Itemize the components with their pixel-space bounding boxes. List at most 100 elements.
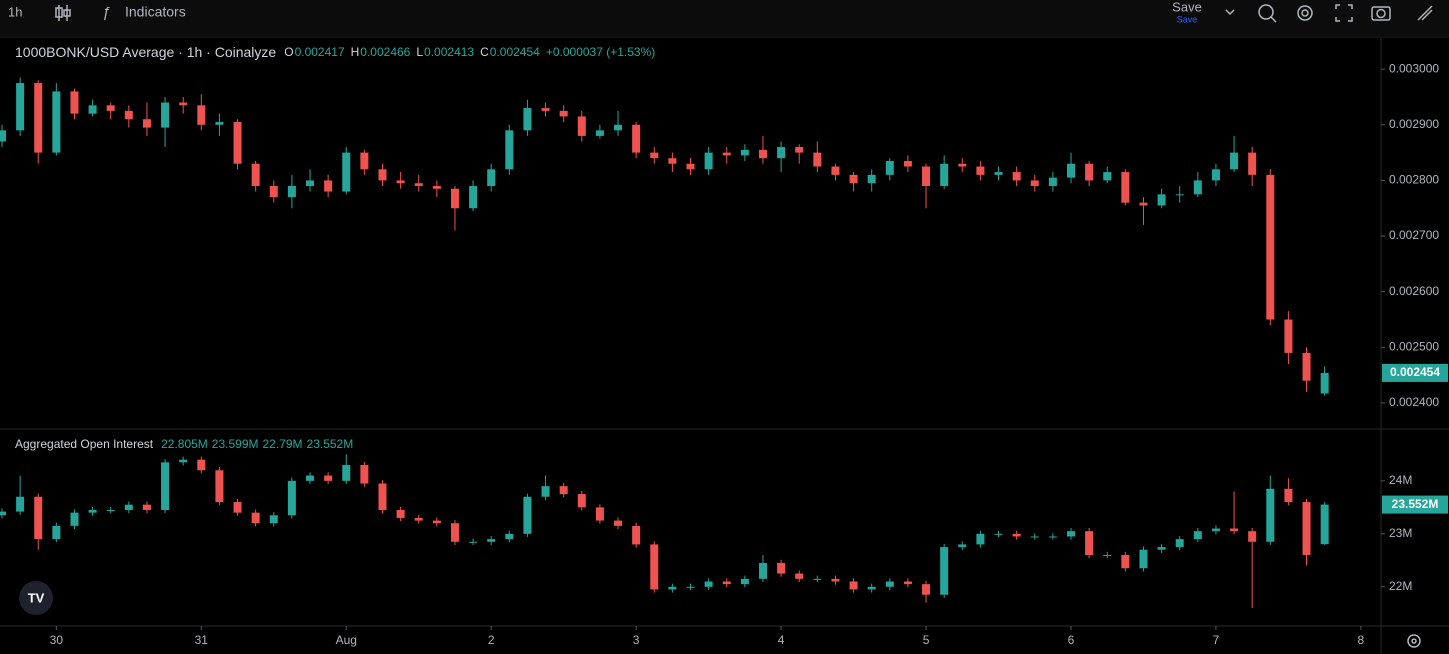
candle-body (124, 504, 133, 510)
y-tick-label: 0.002600 (1389, 284, 1439, 298)
candle-body (88, 509, 97, 513)
candle-body (940, 163, 949, 186)
ohlc-value: 0.002454 (490, 45, 540, 59)
candle-body (1121, 172, 1130, 203)
x-tick-label: 8 (1358, 633, 1365, 647)
replay-icon[interactable] (1258, 4, 1277, 23)
candle-body (269, 515, 278, 524)
candle-body (1085, 163, 1094, 181)
candle-body (740, 149, 749, 156)
settings-icon[interactable] (1297, 5, 1313, 21)
candle-body (1320, 372, 1329, 394)
candle-body (885, 581, 894, 587)
fullscreen-icon[interactable] (1335, 4, 1353, 22)
candle-body (650, 544, 659, 590)
publish-icon[interactable] (1417, 5, 1433, 21)
x-tick-label: 7 (1213, 633, 1220, 647)
candle-body (1030, 536, 1039, 538)
candle-body (994, 172, 1003, 175)
candle-body (432, 520, 441, 524)
candle-body (650, 152, 659, 159)
candle-body (324, 475, 333, 481)
candle-body (722, 152, 731, 156)
candle-body (414, 517, 423, 521)
indicators-button[interactable]: Indicators (125, 4, 186, 20)
candle-body (269, 185, 278, 198)
candle-body (106, 105, 115, 111)
candle-body (632, 525, 641, 545)
save-status: Save (1177, 14, 1198, 24)
ohlc-value: 0.002413 (424, 45, 474, 59)
svg-text:TV: TV (28, 590, 45, 605)
candle-body (34, 496, 43, 540)
candle-body (0, 130, 6, 142)
candle-body (595, 130, 604, 136)
candle-body (1230, 528, 1239, 532)
candle-body (976, 533, 985, 545)
y-tick-label: 0.002700 (1389, 228, 1439, 242)
screenshot-icon[interactable] (1371, 6, 1391, 21)
candle-body (505, 130, 514, 170)
tv-logo[interactable]: TV (19, 581, 53, 615)
x-tick-label: 6 (1068, 633, 1075, 647)
ohlc-value: 23.552M (307, 437, 354, 451)
candle-body (342, 152, 351, 192)
candle-body (849, 581, 858, 590)
last-value-label: 0.002454 (1390, 365, 1440, 379)
indicators-icon[interactable]: ƒ (102, 4, 110, 21)
candle-body (1302, 502, 1311, 556)
candle-body (487, 169, 496, 186)
x-tick-label: 5 (923, 633, 930, 647)
candle-body (958, 544, 967, 548)
candle-body (777, 562, 786, 574)
save-menu[interactable] (1225, 9, 1235, 16)
candle-body (867, 586, 876, 590)
candle-body (686, 163, 695, 170)
ohlc-key: O (284, 45, 293, 59)
legend-title: 1000BONK/USD Average · 1h · Coinalyze (15, 44, 276, 60)
x-tick-label: 4 (778, 633, 785, 647)
candle-body (70, 91, 79, 114)
candle-body (668, 586, 677, 590)
last-value-badge (1382, 363, 1448, 382)
interval-button[interactable]: 1h (8, 4, 22, 19)
ohlc-value: 0.002417 (295, 45, 345, 59)
candle-body (523, 496, 532, 534)
change-value: +0.000037 (+1.53%) (546, 45, 655, 59)
pane-legend: Aggregated Open Interest 22.805M 23.599M 22… (15, 437, 353, 451)
candle-body (179, 459, 188, 463)
candle-body (1103, 555, 1112, 557)
candle-body (450, 188, 459, 209)
y-tick-label: 22M (1389, 579, 1412, 593)
candle-body (396, 180, 405, 184)
candle-body (1211, 528, 1220, 532)
candle-body (450, 523, 459, 542)
candle-body (1157, 547, 1166, 550)
candle-body (0, 511, 6, 516)
candle-body (179, 102, 188, 106)
candle-body (1157, 194, 1166, 206)
candle-body (1266, 174, 1275, 320)
candle-body (469, 185, 478, 209)
candle-body (124, 110, 133, 120)
candle-body (523, 108, 532, 131)
candle-body (1139, 549, 1148, 569)
candle-body (16, 83, 25, 131)
candle-body (795, 147, 804, 153)
candle-body (324, 180, 333, 192)
candle-body (994, 533, 1003, 535)
chart-type-icon[interactable] (55, 5, 71, 21)
candle-body (161, 462, 170, 510)
candle-body (976, 166, 985, 175)
ohlc-key: H (351, 45, 360, 59)
candle-body (1066, 163, 1075, 178)
y-tick-label: 23M (1389, 526, 1412, 540)
candle-body (777, 147, 786, 159)
candle-body (740, 578, 749, 585)
save-button[interactable]: Save (1172, 0, 1202, 14)
candle-body (197, 105, 206, 125)
candle-body (541, 108, 550, 111)
candle-body (795, 573, 804, 579)
axis-settings-icon[interactable] (1407, 634, 1421, 648)
